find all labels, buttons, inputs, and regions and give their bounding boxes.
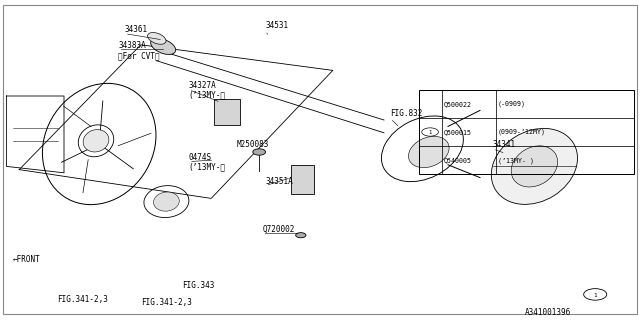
Text: 34351A: 34351A bbox=[266, 177, 293, 186]
Text: Q720002: Q720002 bbox=[262, 225, 295, 234]
Ellipse shape bbox=[148, 33, 166, 44]
Ellipse shape bbox=[492, 128, 577, 204]
Ellipse shape bbox=[150, 38, 176, 54]
Ellipse shape bbox=[83, 130, 109, 152]
Text: ＜For CVT＞: ＜For CVT＞ bbox=[118, 52, 160, 61]
Text: 34361: 34361 bbox=[125, 25, 148, 34]
Text: (-0909): (-0909) bbox=[498, 100, 526, 107]
Text: (’13MY-）: (’13MY-） bbox=[189, 162, 226, 171]
Text: 34383A: 34383A bbox=[118, 41, 146, 50]
Text: FIG.832: FIG.832 bbox=[390, 109, 423, 118]
Ellipse shape bbox=[511, 146, 557, 187]
Text: ←FRONT: ←FRONT bbox=[13, 255, 40, 264]
Text: 34531: 34531 bbox=[266, 21, 289, 30]
Polygon shape bbox=[214, 99, 240, 125]
Text: 0474S: 0474S bbox=[189, 153, 212, 162]
Text: (0909-’12MY): (0909-’12MY) bbox=[498, 129, 546, 135]
Text: 1: 1 bbox=[593, 292, 597, 298]
Text: FIG.341-2,3: FIG.341-2,3 bbox=[58, 295, 108, 304]
Text: 1: 1 bbox=[428, 130, 432, 135]
Text: (’13MY-）: (’13MY-） bbox=[189, 90, 226, 99]
Text: Q500022: Q500022 bbox=[444, 101, 472, 107]
Text: FIG.343: FIG.343 bbox=[182, 281, 215, 290]
Text: 34341: 34341 bbox=[493, 140, 516, 149]
Text: A341001396: A341001396 bbox=[525, 308, 571, 317]
Circle shape bbox=[296, 233, 306, 238]
Text: 34327A: 34327A bbox=[189, 81, 216, 90]
Text: M250083: M250083 bbox=[237, 140, 269, 149]
Text: (’13MY- ): (’13MY- ) bbox=[498, 157, 534, 164]
Circle shape bbox=[253, 149, 266, 155]
Text: Q500015: Q500015 bbox=[444, 129, 472, 135]
Text: FIG.341-2,3: FIG.341-2,3 bbox=[141, 298, 191, 307]
Text: Q540005: Q540005 bbox=[444, 157, 472, 163]
Polygon shape bbox=[291, 165, 314, 194]
Ellipse shape bbox=[154, 192, 179, 211]
Ellipse shape bbox=[408, 136, 449, 168]
